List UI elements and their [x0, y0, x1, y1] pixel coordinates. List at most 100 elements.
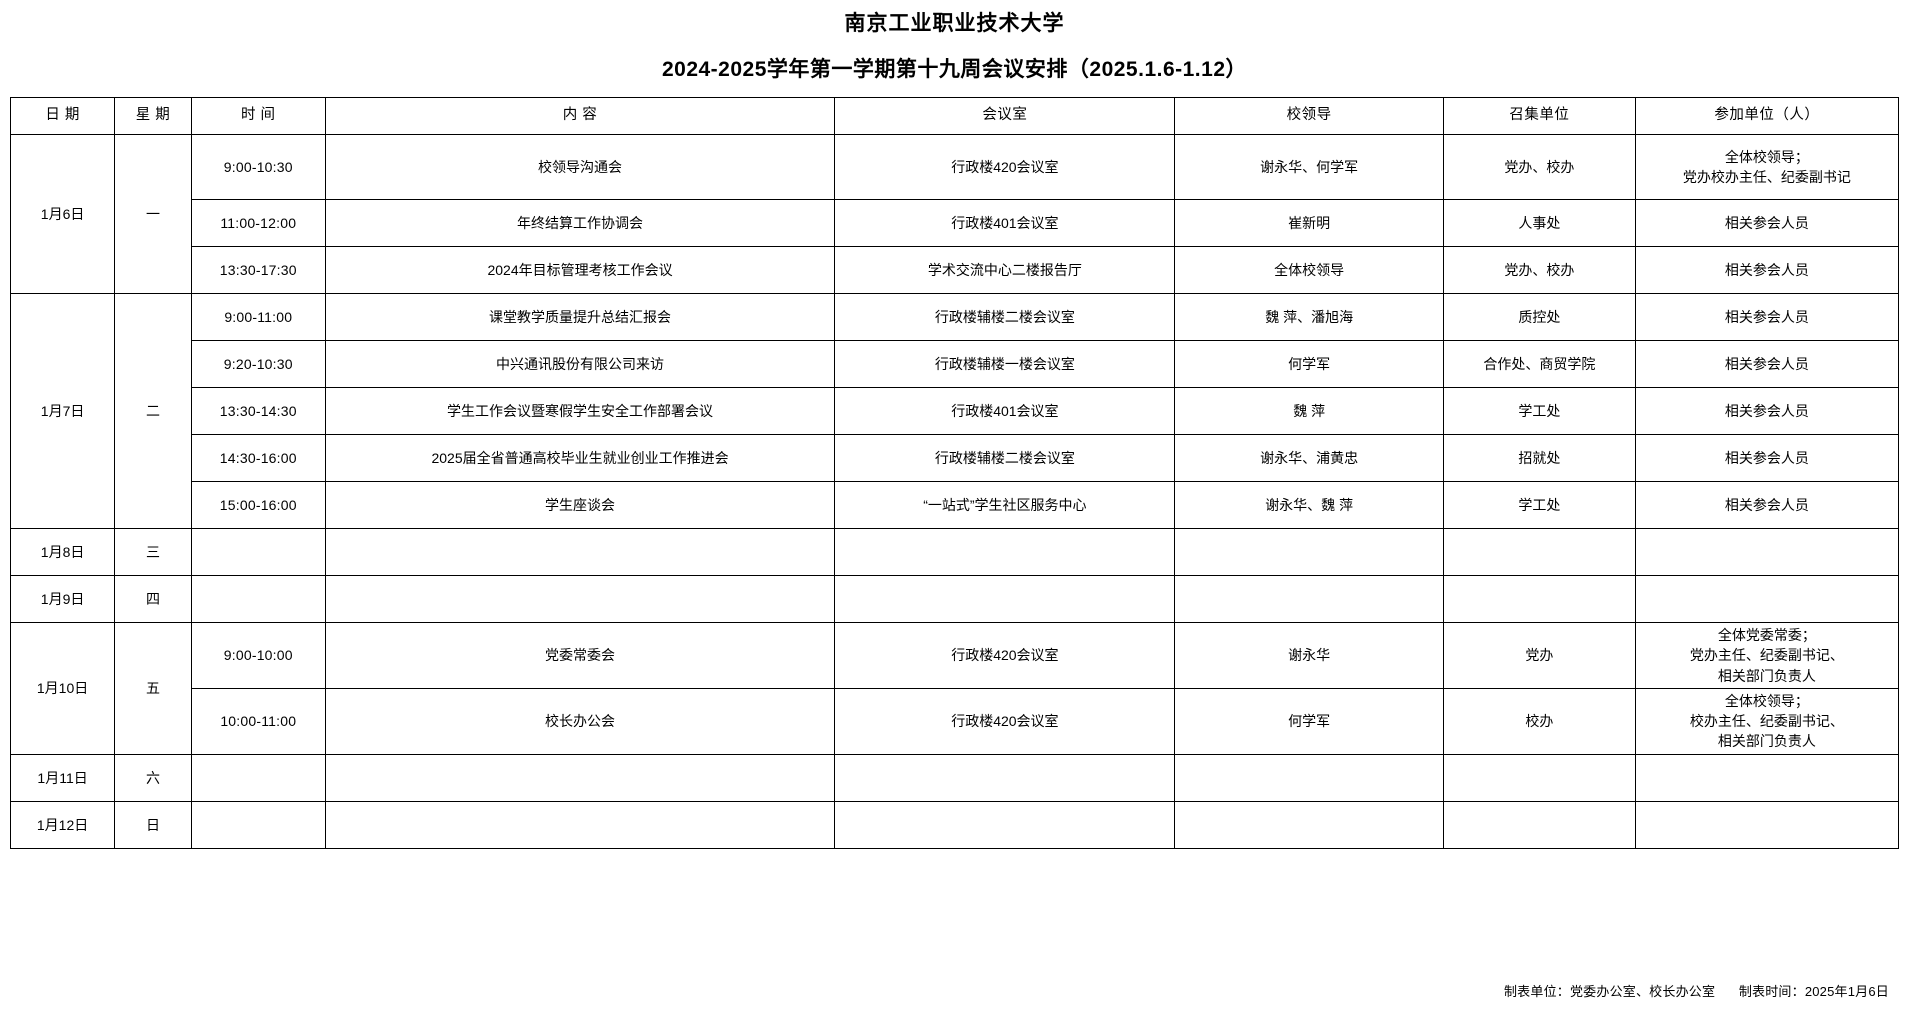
cell-room: 行政楼辅楼二楼会议室 — [834, 293, 1176, 341]
cell-time: 13:30-17:30 — [190, 246, 326, 294]
cell-leader: 魏 萍、潘旭海 — [1174, 293, 1444, 341]
table-body: 1月6日一 9:00-10:30 校领导沟通会 行政楼420会议室 谢永华、何学军 党办、… — [9, 134, 1900, 849]
column-header-attendees: 参加单位（人） — [1634, 97, 1900, 135]
cell-content — [324, 753, 836, 802]
cell-content — [324, 575, 836, 623]
cell-leader: 谢永华、魏 萍 — [1174, 481, 1444, 529]
cell-date: 1月8日 — [9, 528, 116, 576]
cell-host: 党办、校办 — [1442, 134, 1636, 200]
cell-leader: 何学军 — [1174, 340, 1444, 388]
cell-time: 11:00-12:00 — [190, 199, 326, 247]
cell-leader — [1174, 575, 1444, 623]
cell-leader: 谢永华、何学军 — [1174, 134, 1444, 200]
cell-weekday: 一 — [114, 134, 192, 294]
cell-content: 年终结算工作协调会 — [324, 199, 836, 247]
cell-content: 学生座谈会 — [324, 481, 836, 529]
cell-date: 1月10日 — [9, 622, 116, 755]
cell-time — [190, 575, 326, 623]
cell-attendees: 相关参会人员 — [1634, 246, 1900, 294]
cell-leader — [1174, 528, 1444, 576]
cell-time: 10:00-11:00 — [190, 687, 326, 755]
cell-content: 校长办公会 — [324, 687, 836, 755]
column-header-host: 召集单位 — [1442, 97, 1636, 135]
cell-leader — [1174, 753, 1444, 802]
cell-time — [190, 528, 326, 576]
cell-leader: 崔新明 — [1174, 199, 1444, 247]
cell-attendees — [1634, 528, 1900, 576]
cell-date: 1月11日 — [9, 753, 116, 802]
cell-leader: 何学军 — [1174, 687, 1444, 755]
cell-content — [324, 528, 836, 576]
cell-weekday: 六 — [114, 753, 192, 802]
footer-make-date: 制表时间：2025年1月6日 — [1738, 984, 1889, 999]
cell-leader: 魏 萍 — [1174, 387, 1444, 435]
table-row: 1月9日四 — [9, 575, 1900, 623]
cell-content: 校领导沟通会 — [324, 134, 836, 200]
cell-host: 校办 — [1442, 687, 1636, 755]
cell-attendees: 全体校领导； 党办校办主任、纪委副书记 — [1634, 134, 1900, 200]
cell-weekday: 三 — [114, 528, 192, 576]
table-row: 1月6日一 9:00-10:30 校领导沟通会 行政楼420会议室 谢永华、何学军 党办、… — [9, 134, 1900, 294]
cell-host — [1442, 800, 1636, 849]
cell-time: 9:00-11:00 — [190, 293, 326, 341]
cell-weekday: 四 — [114, 575, 192, 623]
table-row: 1月12日日 — [9, 800, 1900, 849]
table-row: 14:30-16:00 2025届全省普通高校毕业生就业创业工作推进会 行政楼辅楼二… — [11, 434, 1900, 482]
cell-date: 1月12日 — [9, 800, 116, 849]
cell-host — [1442, 528, 1636, 576]
table-row: 1月7日二 9:00-11:00 课堂教学质量提升总结汇报会 行政楼辅楼二楼会议室魏 … — [9, 293, 1900, 529]
table-row: 10:00-11:00 校长办公会 行政楼420会议室 何学军 校办 全体校领导； 校办主任… — [11, 687, 1900, 755]
cell-weekday: 五 — [114, 622, 192, 755]
cell-time: 9:00-10:00 — [190, 622, 326, 689]
cell-leader: 谢永华、浦黄忠 — [1174, 434, 1444, 482]
cell-leader: 谢永华 — [1174, 622, 1444, 689]
cell-attendees: 相关参会人员 — [1634, 387, 1900, 435]
cell-host: 党办、校办 — [1442, 246, 1636, 294]
table-row: 9:20-10:30 中兴通讯股份有限公司来访 行政楼辅楼一楼会议室 何学军 合作处、商… — [11, 340, 1900, 388]
table-row: 13:30-14:30 学生工作会议暨寒假学生安全工作部署会议 行政楼401会议室魏… — [11, 387, 1900, 435]
footer: 制表单位：党委办公室、校长办公室 制表时间：2025年1月6日 — [1504, 981, 1889, 1000]
cell-content: 党委常委会 — [324, 622, 836, 689]
cell-attendees — [1634, 753, 1900, 802]
table-row: 1月8日三 — [9, 528, 1900, 576]
cell-room — [834, 528, 1176, 576]
cell-content — [324, 800, 836, 849]
cell-time — [190, 753, 326, 802]
cell-date: 1月7日 — [9, 293, 116, 529]
column-header-room: 会议室 — [834, 97, 1176, 135]
cell-room: 行政楼401会议室 — [834, 199, 1176, 247]
table-row: 11:00-12:00 年终结算工作协调会 行政楼401会议室 崔新明 人事处 相关参会人… — [11, 199, 1900, 247]
table-row: 1月11日六 — [9, 753, 1900, 802]
column-header-time: 时 间 — [190, 97, 326, 135]
column-header-weekday: 星 期 — [114, 97, 192, 135]
meeting-schedule-table: 日 期 星 期 时 间 内 容 会议室 校领导 召集单位 参加单位（人） 1月6… — [9, 97, 1900, 849]
cell-content: 学生工作会议暨寒假学生安全工作部署会议 — [324, 387, 836, 435]
organization-name: 南京工业职业技术大学 — [844, 12, 1065, 35]
cell-attendees — [1634, 575, 1900, 623]
cell-leader — [1174, 800, 1444, 849]
cell-room — [834, 800, 1176, 849]
cell-room: 行政楼420会议室 — [834, 134, 1176, 200]
cell-weekday: 二 — [114, 293, 192, 529]
cell-weekday: 日 — [114, 800, 192, 849]
cell-content: 中兴通讯股份有限公司来访 — [324, 340, 836, 388]
cell-content: 2025届全省普通高校毕业生就业创业工作推进会 — [324, 434, 836, 482]
cell-attendees: 相关参会人员 — [1634, 481, 1900, 529]
column-header-date: 日 期 — [9, 97, 116, 135]
column-header-content: 内 容 — [324, 97, 836, 135]
cell-host: 人事处 — [1442, 199, 1636, 247]
cell-room: 行政楼辅楼一楼会议室 — [834, 340, 1176, 388]
cell-content: 2024年目标管理考核工作会议 — [324, 246, 836, 294]
cell-time: 14:30-16:00 — [190, 434, 326, 482]
cell-attendees: 全体党委常委； 党办主任、纪委副书记、 相关部门负责人 — [1634, 622, 1900, 689]
cell-host: 党办 — [1442, 622, 1636, 689]
cell-room: “一站式”学生社区服务中心 — [834, 481, 1176, 529]
cell-host — [1442, 575, 1636, 623]
table-row: 15:00-16:00 学生座谈会 “一站式”学生社区服务中心 谢永华、魏 萍学工处相… — [11, 481, 1900, 529]
cell-host: 招就处 — [1442, 434, 1636, 482]
cell-attendees: 全体校领导； 校办主任、纪委副书记、 相关部门负责人 — [1634, 687, 1900, 755]
cell-time: 15:00-16:00 — [190, 481, 326, 529]
cell-date: 1月9日 — [9, 575, 116, 623]
cell-time: 13:30-14:30 — [190, 387, 326, 435]
cell-attendees: 相关参会人员 — [1634, 434, 1900, 482]
